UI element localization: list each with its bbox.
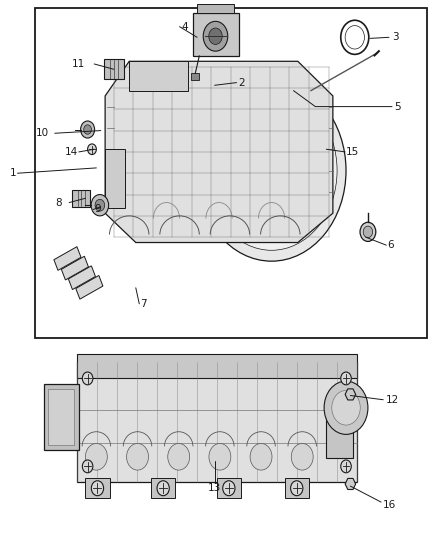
Circle shape (91, 481, 103, 496)
Polygon shape (105, 61, 333, 243)
Circle shape (88, 144, 96, 155)
Circle shape (363, 226, 373, 238)
Text: 10: 10 (36, 128, 49, 138)
Circle shape (291, 481, 303, 496)
Text: 11: 11 (72, 59, 85, 69)
Circle shape (341, 372, 351, 385)
Circle shape (250, 443, 272, 470)
Bar (77, 354, 357, 378)
Text: 4: 4 (182, 22, 188, 31)
Circle shape (82, 372, 93, 385)
Text: 9: 9 (94, 205, 101, 214)
Polygon shape (129, 61, 188, 91)
Circle shape (345, 26, 364, 49)
Circle shape (85, 443, 107, 470)
FancyBboxPatch shape (103, 59, 124, 79)
Polygon shape (345, 479, 356, 489)
Circle shape (324, 381, 368, 434)
Bar (151, 478, 175, 498)
Circle shape (332, 390, 360, 425)
Polygon shape (54, 247, 81, 270)
Bar (48, 389, 74, 445)
Circle shape (360, 222, 376, 241)
Bar (217, 478, 241, 498)
Bar (35, 8, 427, 338)
Circle shape (203, 21, 228, 51)
Polygon shape (345, 389, 356, 400)
Text: 13: 13 (208, 483, 221, 492)
FancyBboxPatch shape (72, 190, 90, 207)
Circle shape (291, 443, 313, 470)
Circle shape (82, 460, 93, 473)
Text: 6: 6 (388, 240, 394, 250)
Bar (197, 4, 234, 13)
Circle shape (197, 80, 346, 261)
Text: 8: 8 (55, 198, 61, 207)
Bar (191, 73, 199, 80)
Bar (193, 13, 239, 56)
Circle shape (127, 443, 148, 470)
Circle shape (81, 121, 95, 138)
Circle shape (206, 91, 337, 251)
Bar (326, 410, 353, 458)
Circle shape (341, 460, 351, 473)
Text: 5: 5 (394, 102, 401, 111)
Circle shape (223, 481, 235, 496)
Circle shape (95, 199, 105, 211)
Circle shape (341, 20, 369, 54)
Text: 7: 7 (140, 299, 147, 309)
Circle shape (168, 443, 190, 470)
Text: 15: 15 (346, 147, 359, 157)
Text: 12: 12 (385, 395, 399, 405)
Bar (77, 362, 357, 482)
Circle shape (157, 481, 169, 496)
Circle shape (84, 125, 92, 134)
Text: 16: 16 (382, 500, 396, 510)
Circle shape (227, 116, 316, 225)
Polygon shape (76, 276, 103, 299)
Bar (105, 149, 125, 208)
Circle shape (91, 195, 109, 216)
Text: 3: 3 (392, 33, 399, 42)
Bar (285, 478, 309, 498)
Circle shape (209, 28, 222, 44)
Text: 14: 14 (65, 147, 78, 157)
Polygon shape (68, 266, 95, 289)
Text: 1: 1 (10, 168, 16, 178)
Circle shape (209, 443, 231, 470)
Text: 2: 2 (239, 78, 245, 87)
Bar (44, 384, 79, 450)
Polygon shape (61, 256, 88, 280)
Bar (85, 478, 110, 498)
